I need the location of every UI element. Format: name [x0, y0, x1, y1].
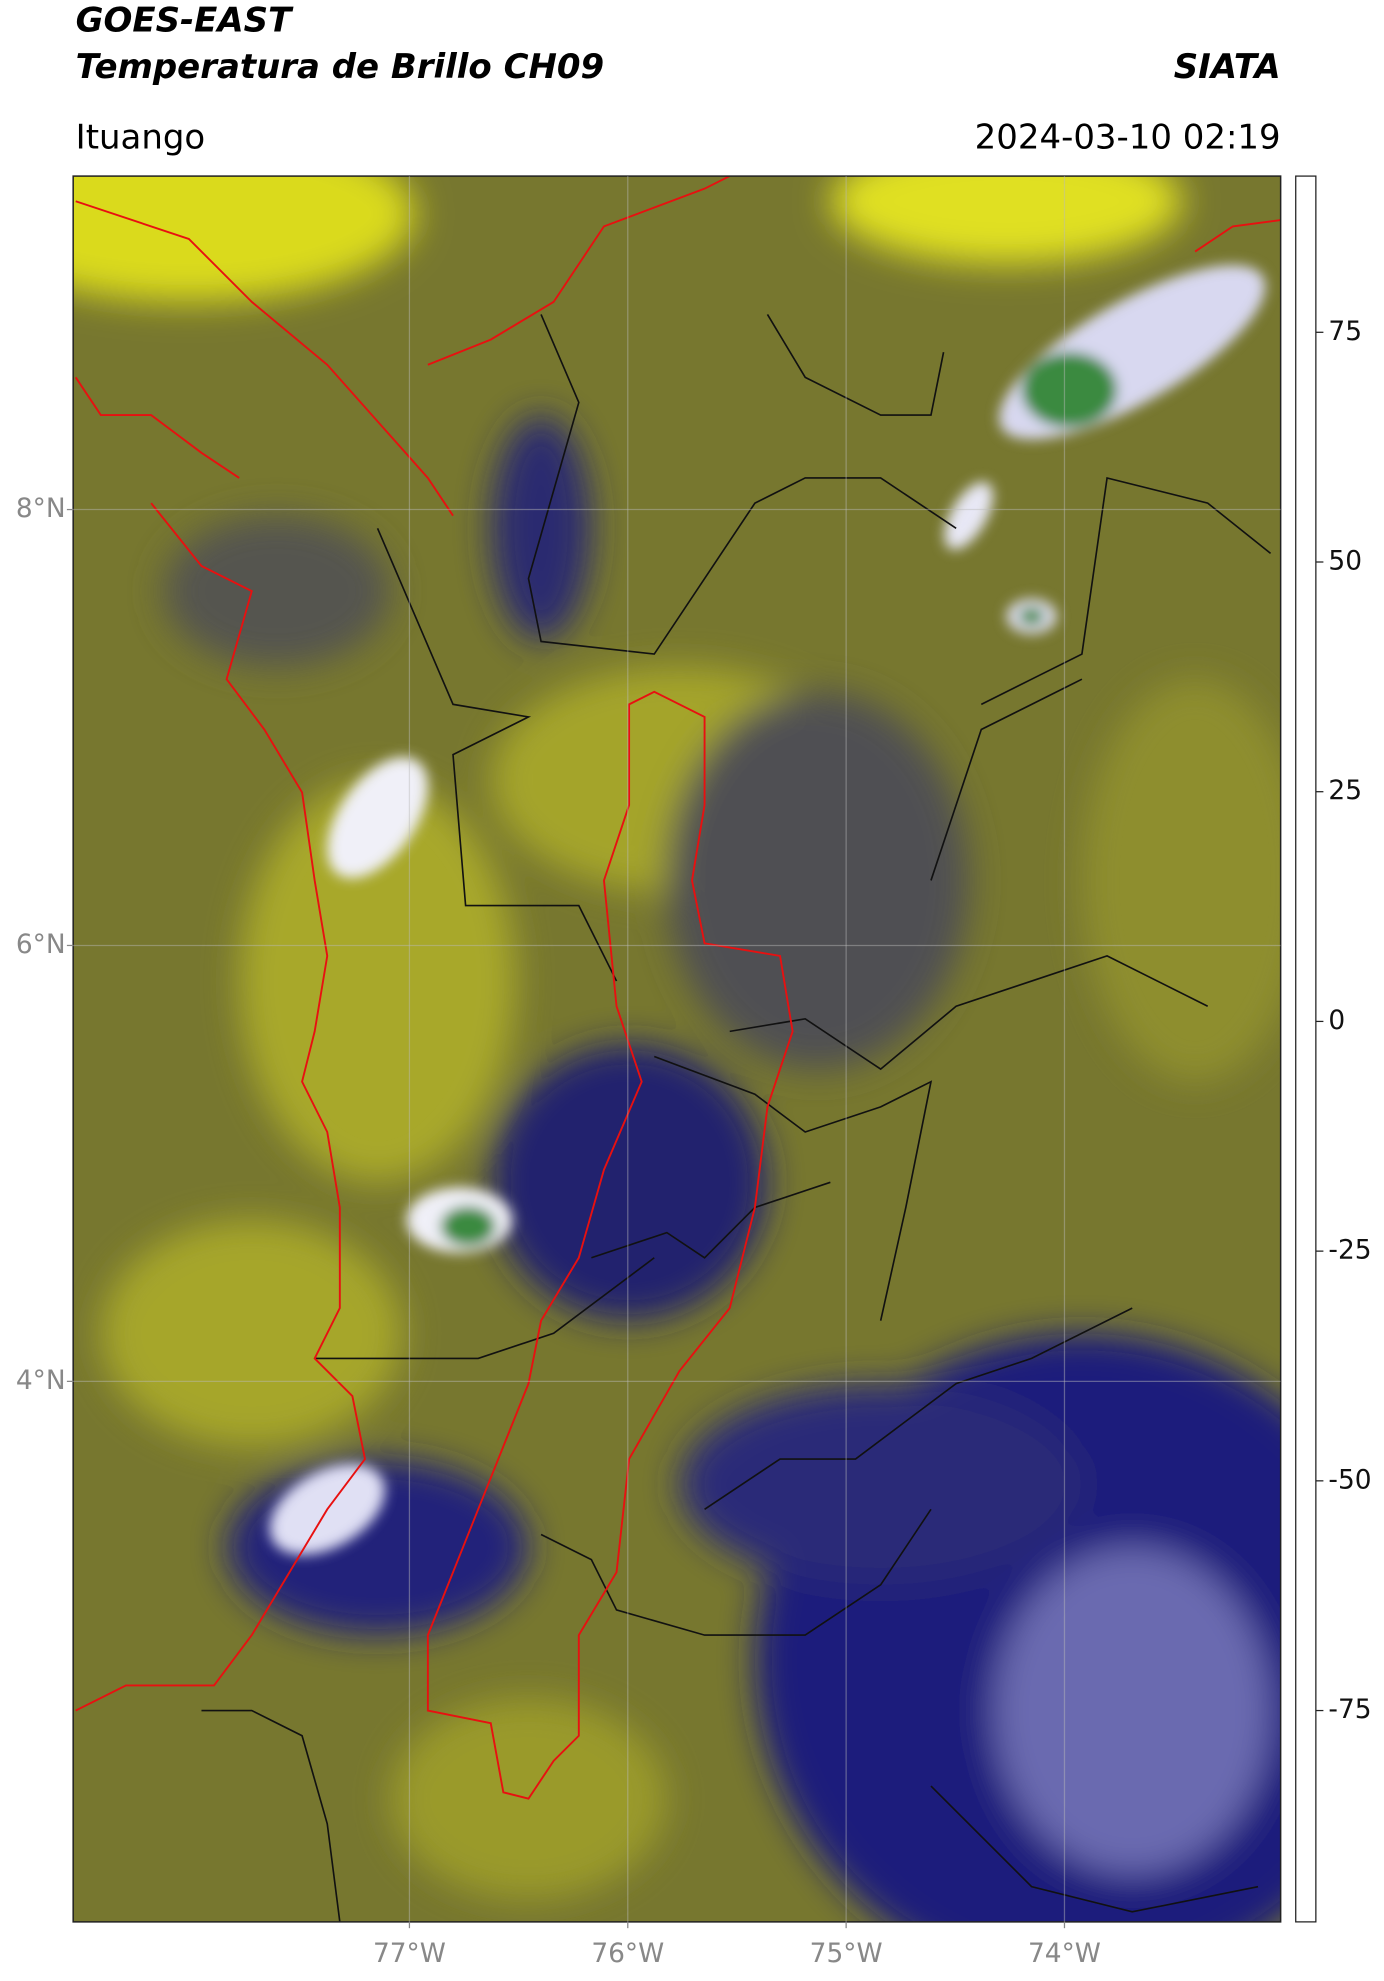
colorbar-tick-label: -75 [1328, 1694, 1371, 1725]
lon-tick-label: 77°W [373, 1938, 446, 1969]
subtitle: Temperatura de Brillo CH09 [76, 47, 604, 87]
colorbar-tick-label: 50 [1328, 546, 1362, 577]
map-frame [72, 175, 1282, 1923]
satellite-image [73, 176, 1281, 1922]
colorbar-tick-label: -50 [1328, 1464, 1371, 1495]
colorbar-tick-label: 75 [1328, 316, 1362, 347]
colorbar-tick-label: 0 [1328, 1005, 1345, 1036]
brand: SIATA [1174, 47, 1281, 87]
colorbar-tick-label: 25 [1328, 775, 1362, 806]
lat-tick-label: 4°N [16, 1365, 66, 1396]
colorbar-tick-label: -25 [1328, 1235, 1371, 1266]
title: GOES-EAST [76, 0, 294, 40]
lat-tick-label: 6°N [16, 929, 66, 960]
location: Ituango [76, 117, 206, 157]
lon-tick-label: 76°W [591, 1938, 664, 1969]
lat-tick-label: 8°N [16, 493, 66, 524]
colorbar [1295, 175, 1317, 1923]
lon-tick-label: 74°W [1028, 1938, 1101, 1969]
datetime: 2024-03-10 02:19 [975, 117, 1281, 157]
lon-tick-label: 75°W [810, 1938, 883, 1969]
